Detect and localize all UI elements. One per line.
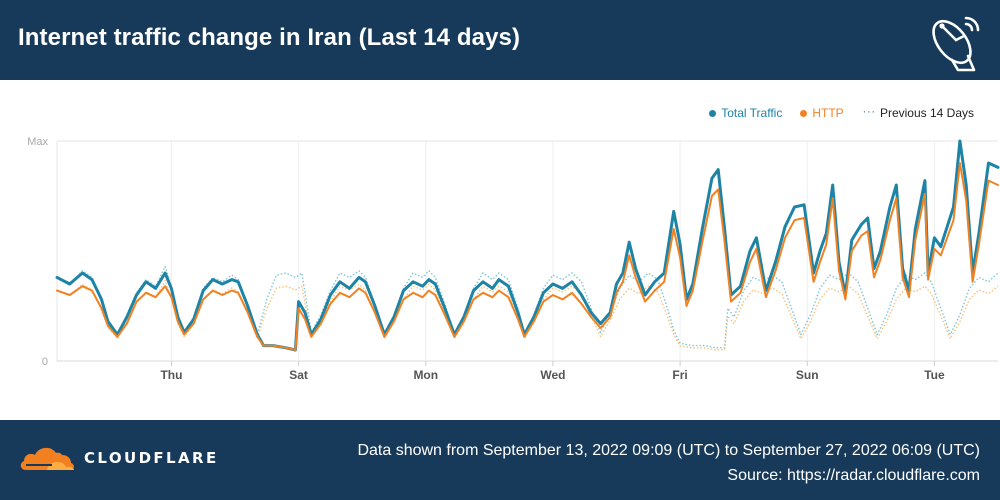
legend-label-http: HTTP — [812, 106, 844, 120]
x-tick-label: Fri — [672, 368, 687, 382]
x-tick-label: Mon — [413, 368, 438, 382]
legend-label-previous-14-days: Previous 14 Days — [879, 106, 974, 120]
series-previous-14-days-http — [56, 279, 999, 351]
date-range-text: Data shown from September 13, 2022 09:09… — [357, 442, 980, 459]
legend-marker-http — [800, 109, 808, 117]
series-total-traffic — [55, 139, 1000, 352]
x-tick-label: Sun — [796, 368, 819, 382]
legend-marker-previous-14-days: ··· — [861, 108, 876, 118]
legend-item-http[interactable]: HTTP — [800, 106, 844, 120]
series-http — [56, 162, 999, 351]
y-tick-label-zero: 0 — [42, 356, 48, 368]
satellite-dish-icon — [932, 16, 980, 72]
x-tick-label: Thu — [160, 368, 182, 382]
cloudflare-logo-text: CLOUDFLARE — [84, 449, 219, 467]
page-title: Internet traffic change in Iran (Last 14… — [18, 24, 521, 51]
header-bar: Internet traffic change in Iran (Last 14… — [0, 0, 1000, 80]
footer-bar: CLOUDFLARE Data shown from September 13,… — [0, 420, 1000, 500]
source-text: Source: https://radar.cloudflare.com — [727, 467, 980, 484]
y-tick-label-max: Max — [27, 136, 48, 148]
cloud-icon — [20, 447, 74, 470]
chart-area: Thu Sat Mon Wed Fri Sun Tue Max 0 Total Traffic … — [0, 80, 1000, 420]
cloudflare-logo: CLOUDFLARE — [18, 444, 219, 472]
x-tick-label: Sat — [289, 368, 308, 382]
legend-marker-total-traffic — [709, 109, 717, 117]
legend-item-previous-14-days[interactable]: ··· Previous 14 Days — [862, 106, 974, 120]
chart-legend: Total Traffic HTTP ··· Previous 14 Days — [709, 106, 974, 120]
footer-info: Data shown from September 13, 2022 09:09… — [357, 438, 980, 488]
legend-item-total-traffic[interactable]: Total Traffic — [709, 106, 782, 120]
x-tick-label: Tue — [924, 368, 945, 382]
x-tick-label: Wed — [540, 368, 565, 382]
traffic-chart: Thu Sat Mon Wed Fri Sun Tue Max 0 — [27, 136, 1000, 382]
legend-label-total-traffic: Total Traffic — [721, 106, 783, 120]
